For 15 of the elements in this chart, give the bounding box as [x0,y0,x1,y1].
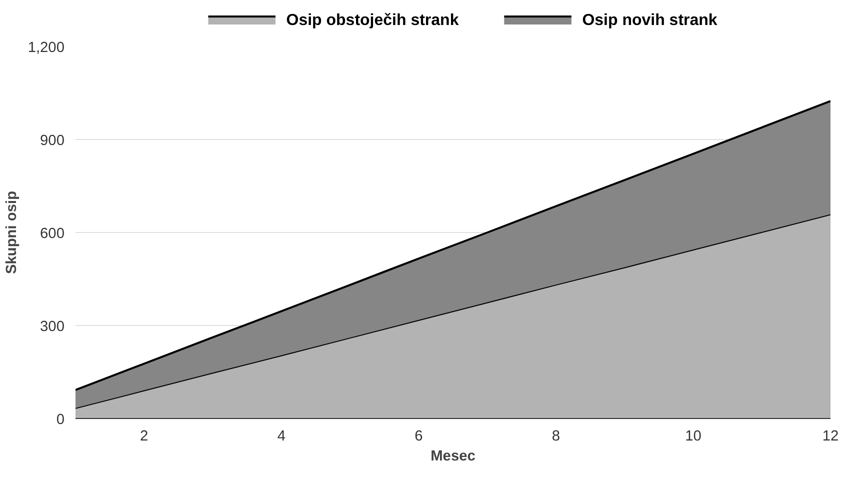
legend-label: Osip novih strank [582,12,718,29]
x-tick-label: 8 [552,428,560,444]
x-tick-label: 6 [414,428,423,444]
x-tick-label: 12 [822,428,839,444]
legend-label: Osip obstoječih strank [286,12,459,29]
x-tick-label: 10 [685,428,702,444]
y-tick-label: 900 [40,133,65,149]
x-tick-label: 2 [140,428,148,444]
y-tick-label: 1,200 [28,40,65,56]
y-axis-title: Skupni osip [4,190,20,274]
y-tick-label: 300 [40,319,65,335]
y-tick-label: 0 [56,412,65,428]
y-tick-label: 600 [40,226,65,242]
x-axis-title: Mesec [430,448,476,464]
x-tick-label: 4 [277,428,286,444]
